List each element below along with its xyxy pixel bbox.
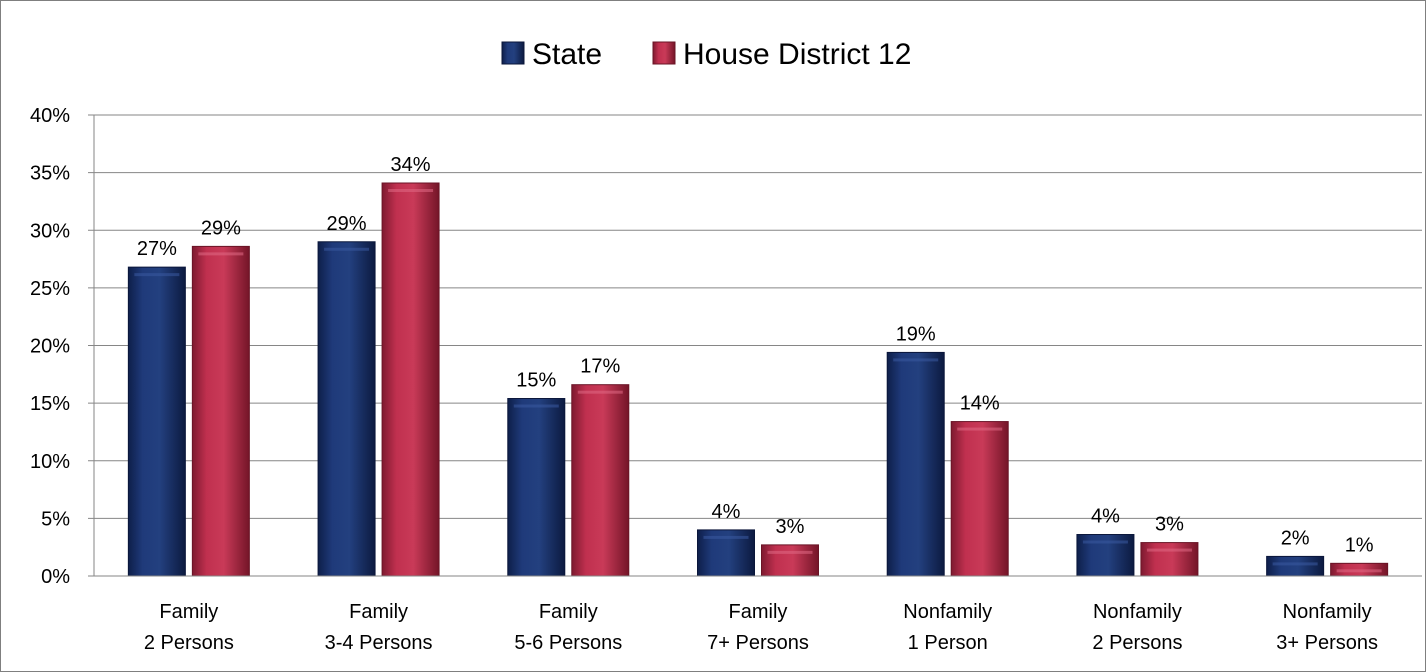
y-tick-label: 30% [30,220,70,242]
bar-bevel [767,550,813,554]
x-category-label: 2 Persons [144,632,234,654]
bar-bevel [577,390,623,394]
data-label: 19% [896,323,936,345]
x-category-label: Family [729,601,788,623]
legend-swatch-hd12 [652,41,676,65]
bar-hd12 [381,182,440,577]
y-tick-label: 0% [41,566,70,588]
bar-bevel [893,358,939,362]
data-label: 17% [580,356,620,378]
data-label: 29% [327,213,367,235]
y-tick-label: 35% [30,163,70,185]
bar-bevel [388,188,434,192]
bar-bevel [513,404,559,408]
bar-hd12 [191,245,250,577]
data-label: 3% [1155,514,1184,536]
data-label: 29% [201,217,241,239]
y-tick-label: 10% [30,451,70,473]
x-category-label: Family [539,601,598,623]
bar-bevel [134,273,180,277]
data-label: 34% [391,154,431,176]
bar-bevel [1082,540,1128,544]
x-category-label: 3-4 Persons [325,632,433,654]
bar-state [886,351,945,577]
gridlines [94,114,1422,577]
y-tick-label: 20% [30,336,70,358]
bar-hd12 [761,544,819,577]
x-category-label: Family [159,601,218,623]
x-category-label: Nonfamily [903,601,992,623]
bar-state [127,266,186,577]
bar-hd12 [950,421,1009,577]
bar-bevel [1336,569,1382,573]
bar-bevel [703,535,749,539]
data-label: 14% [960,393,1000,415]
data-label: 4% [1091,506,1120,528]
x-category-label: 7+ Persons [707,632,809,654]
y-tick-label: 25% [30,278,70,300]
bar-bevel [198,252,244,256]
bar-hd12 [1140,542,1199,577]
data-label: 2% [1281,527,1310,549]
legend: State House District 12 [501,38,911,71]
y-tick-label: 15% [30,393,70,415]
x-category-label: Nonfamily [1093,601,1182,623]
bar-bevel [957,427,1003,431]
bar-state [1266,555,1325,577]
bar-state [317,241,376,577]
bar-bevel [1146,548,1192,552]
data-label: 1% [1345,534,1374,556]
data-label: 3% [776,516,805,538]
x-category-label: 5-6 Persons [514,632,622,654]
x-axis: Family 2 Persons Family 3-4 Persons Family 5-… [94,575,1422,654]
bar-state [507,398,566,577]
x-category-label: Family [349,601,408,623]
y-axis: 0% 5% 10% 15% 20% 25% 30% 35% 40% [30,105,95,588]
x-category-label: 1 Person [908,632,988,654]
bar-hd12 [571,384,630,577]
data-label: 27% [137,238,177,260]
y-tick-label: 5% [41,508,70,530]
bar-bevel [324,247,370,251]
data-label: 15% [516,370,556,392]
x-category-label: Nonfamily [1283,601,1372,623]
legend-label-state: State [532,38,602,71]
bar-bevel [1272,562,1318,566]
x-category-label: 2 Persons [1092,632,1182,654]
data-label: 4% [712,501,741,523]
bars: 27% 29% 29% 34% 15% 17% 4% 3% 19% 14% 4% 3% 2% 1% [127,154,1389,577]
legend-swatch-state [501,41,525,65]
legend-label-hd12: House District 12 [683,38,911,71]
y-tick-label: 40% [30,105,70,127]
x-category-label: 3+ Persons [1276,632,1378,654]
